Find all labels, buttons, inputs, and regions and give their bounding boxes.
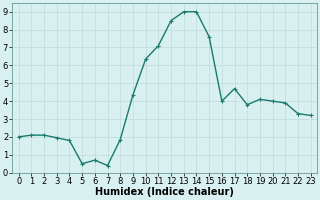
X-axis label: Humidex (Indice chaleur): Humidex (Indice chaleur)	[95, 187, 234, 197]
